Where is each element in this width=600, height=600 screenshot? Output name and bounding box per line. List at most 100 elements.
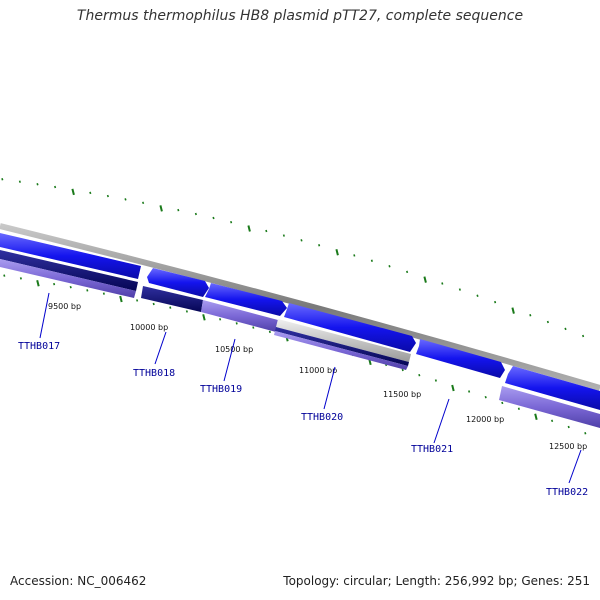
- outer-minor-tick: [282, 234, 285, 237]
- bp-label-12500: 12500 bp: [549, 442, 587, 451]
- gene-tthb021-arrow[interactable]: [416, 339, 505, 378]
- outer-minor-tick: [265, 229, 268, 233]
- locus-label-tthb022[interactable]: TTHB022: [546, 487, 588, 498]
- inner-minor-tick: [3, 274, 6, 277]
- backbone-ring: [0, 223, 600, 391]
- bp-label-10000: 10000 bp: [130, 323, 168, 332]
- gene-reverse-4[interactable]: [276, 319, 411, 362]
- outer-minor-tick: [106, 194, 109, 198]
- locus-label-tthb017[interactable]: TTHB017: [18, 341, 60, 352]
- outer-minor-tick: [230, 220, 233, 224]
- inner-minor-tick: [86, 289, 89, 292]
- inner-minor-tick: [219, 318, 222, 321]
- inner-minor-tick: [252, 326, 255, 329]
- inner-major-tick: [202, 314, 206, 321]
- outer-minor-tick: [36, 183, 39, 186]
- inner-minor-tick: [584, 432, 587, 435]
- outer-minor-tick: [54, 185, 57, 189]
- outer-major-tick: [159, 205, 163, 212]
- inner-minor-tick: [434, 379, 437, 382]
- outer-minor-tick: [353, 254, 356, 257]
- gene-tthb020-arrow[interactable]: [284, 303, 416, 352]
- outer-minor-tick: [89, 191, 92, 195]
- inner-major-tick: [119, 295, 123, 303]
- forward-strand: [0, 233, 600, 410]
- outer-minor-tick: [546, 320, 549, 324]
- outer-major-tick: [511, 307, 515, 314]
- outer-minor-tick: [18, 180, 21, 183]
- bp-label-9500: 9500 bp: [48, 302, 81, 311]
- accession-text: Accession: NC_006462: [10, 574, 147, 588]
- inner-major-tick: [451, 384, 455, 392]
- gene-tthb018-arrow[interactable]: [147, 268, 209, 297]
- locus-labels: TTHB017 TTHB018 TTHB019 TTHB020 TTHB021 …: [18, 341, 588, 498]
- outer-minor-tick: [142, 201, 145, 205]
- inner-minor-tick: [19, 277, 22, 280]
- inner-minor-tick: [152, 302, 155, 306]
- inner-scale-ticks: [3, 274, 587, 435]
- gene-tthb022-arrow[interactable]: [505, 366, 600, 410]
- gene-reverse-1b[interactable]: [0, 259, 136, 298]
- gene-reverse-6[interactable]: [499, 386, 600, 428]
- outer-minor-tick: [300, 239, 303, 242]
- gene-tthb019-arrow[interactable]: [205, 283, 287, 316]
- inner-minor-tick: [501, 401, 504, 405]
- outer-minor-tick: [318, 243, 321, 247]
- gene-tthb017-arrow[interactable]: [0, 233, 141, 279]
- bp-label-12000: 12000 bp: [466, 415, 504, 424]
- inner-minor-tick: [418, 373, 421, 377]
- gene-reverse-2[interactable]: [141, 286, 203, 312]
- inner-minor-tick: [235, 322, 238, 325]
- outer-major-tick: [247, 225, 251, 232]
- bp-label-11000: 11000 bp: [299, 366, 337, 375]
- outer-major-tick: [335, 249, 339, 256]
- outer-minor-tick: [177, 208, 180, 212]
- outer-minor-tick: [529, 313, 532, 317]
- bp-label-11500: 11500 bp: [383, 390, 421, 399]
- outer-minor-tick: [194, 212, 197, 216]
- outer-minor-tick: [582, 334, 585, 338]
- locus-label-tthb021[interactable]: TTHB021: [411, 444, 453, 455]
- locus-leaders: [39, 292, 582, 484]
- inner-minor-tick: [484, 395, 487, 399]
- inner-minor-tick: [468, 390, 471, 393]
- gene-reverse-1[interactable]: [0, 250, 138, 291]
- outer-minor-tick: [1, 178, 4, 181]
- outer-minor-tick: [388, 265, 391, 268]
- outer-minor-tick: [441, 282, 444, 285]
- locus-label-tthb020[interactable]: TTHB020: [301, 412, 343, 423]
- outer-minor-tick: [124, 198, 127, 201]
- inner-major-tick: [534, 413, 538, 420]
- outer-minor-tick: [406, 270, 409, 274]
- inner-minor-tick: [517, 407, 520, 411]
- outer-minor-tick: [212, 216, 215, 220]
- reverse-strand: [0, 250, 600, 428]
- inner-minor-tick: [136, 299, 139, 302]
- outer-minor-tick: [458, 288, 461, 291]
- map-title: Thermus thermophilus HB8 plasmid pTT27, …: [76, 8, 524, 24]
- inner-minor-tick: [268, 330, 271, 334]
- bp-label-10500: 10500 bp: [215, 345, 253, 354]
- outer-major-tick: [423, 276, 427, 283]
- outer-major-tick: [71, 188, 75, 196]
- gene-reverse-3[interactable]: [201, 300, 278, 332]
- inner-minor-tick: [53, 282, 56, 286]
- gene-reverse-4b[interactable]: [275, 327, 409, 366]
- inner-minor-tick: [169, 306, 172, 309]
- bp-labels: 9500 bp 10000 bp 10500 bp 11000 bp 11500…: [48, 302, 587, 451]
- outer-minor-tick: [494, 300, 497, 304]
- locus-label-tthb018[interactable]: TTHB018: [133, 368, 175, 379]
- inner-minor-tick: [102, 292, 105, 295]
- gene-reverse-5[interactable]: [274, 331, 408, 370]
- inner-minor-tick: [185, 310, 188, 313]
- locus-label-tthb019[interactable]: TTHB019: [200, 384, 242, 395]
- outer-minor-tick: [564, 327, 567, 331]
- map-summary-text: Topology: circular; Length: 256,992 bp; …: [283, 574, 590, 588]
- inner-minor-tick: [69, 285, 72, 289]
- inner-minor-tick: [401, 368, 404, 372]
- outer-scale-ticks: [1, 178, 585, 338]
- outer-minor-tick: [476, 294, 479, 297]
- inner-major-tick: [36, 279, 40, 287]
- inner-minor-tick: [567, 425, 570, 429]
